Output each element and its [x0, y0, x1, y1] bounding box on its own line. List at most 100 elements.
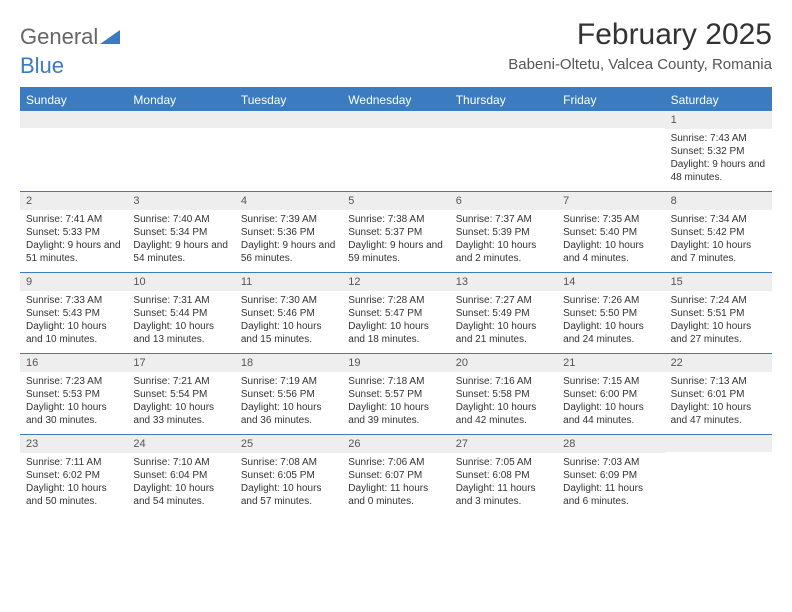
sunrise-text: Sunrise: 7:41 AM — [26, 213, 121, 226]
calendar-cell-empty — [235, 111, 342, 191]
daylight-text: Daylight: 10 hours and 18 minutes. — [348, 320, 443, 346]
sunrise-text: Sunrise: 7:06 AM — [348, 456, 443, 469]
day-number: 16 — [20, 354, 127, 372]
sunset-text: Sunset: 6:02 PM — [26, 469, 121, 482]
day-number: 2 — [20, 192, 127, 210]
day-number — [665, 435, 772, 452]
calendar-week: 2Sunrise: 7:41 AMSunset: 5:33 PMDaylight… — [20, 192, 772, 273]
calendar-cell: 20Sunrise: 7:16 AMSunset: 5:58 PMDayligh… — [450, 354, 557, 434]
calendar-cell: 22Sunrise: 7:13 AMSunset: 6:01 PMDayligh… — [665, 354, 772, 434]
calendar-cell: 14Sunrise: 7:26 AMSunset: 5:50 PMDayligh… — [557, 273, 664, 353]
sunset-text: Sunset: 6:08 PM — [456, 469, 551, 482]
sunrise-text: Sunrise: 7:19 AM — [241, 375, 336, 388]
sunrise-text: Sunrise: 7:33 AM — [26, 294, 121, 307]
day-number: 23 — [20, 435, 127, 453]
calendar-cell: 19Sunrise: 7:18 AMSunset: 5:57 PMDayligh… — [342, 354, 449, 434]
day-number — [127, 111, 234, 128]
sunrise-text: Sunrise: 7:16 AM — [456, 375, 551, 388]
logo-word1: General — [20, 24, 98, 50]
weekday-header: Saturday — [665, 89, 772, 111]
day-number — [450, 111, 557, 128]
calendar-cell: 6 Sunrise: 7:37 AMSunset: 5:39 PMDaylight… — [450, 192, 557, 272]
calendar-week: 9Sunrise: 7:33 AMSunset: 5:43 PMDaylight… — [20, 273, 772, 354]
daylight-text: Daylight: 10 hours and 21 minutes. — [456, 320, 551, 346]
sunrise-text: Sunrise: 7:27 AM — [456, 294, 551, 307]
weekday-header: Tuesday — [235, 89, 342, 111]
daylight-text: Daylight: 10 hours and 24 minutes. — [563, 320, 658, 346]
day-number: 27 — [450, 435, 557, 453]
calendar-cell-empty — [450, 111, 557, 191]
sunset-text: Sunset: 5:47 PM — [348, 307, 443, 320]
day-number: 11 — [235, 273, 342, 291]
day-number: 8 — [665, 192, 772, 210]
daylight-text: Daylight: 10 hours and 36 minutes. — [241, 401, 336, 427]
weekday-header: Thursday — [450, 89, 557, 111]
sunset-text: Sunset: 6:05 PM — [241, 469, 336, 482]
day-number: 1 — [665, 111, 772, 129]
calendar-cell: 25Sunrise: 7:08 AMSunset: 6:05 PMDayligh… — [235, 435, 342, 515]
calendar-cell: 28Sunrise: 7:03 AMSunset: 6:09 PMDayligh… — [557, 435, 664, 515]
sunset-text: Sunset: 5:40 PM — [563, 226, 658, 239]
day-number — [342, 111, 449, 128]
sunset-text: Sunset: 5:39 PM — [456, 226, 551, 239]
sunset-text: Sunset: 5:49 PM — [456, 307, 551, 320]
daylight-text: Daylight: 11 hours and 6 minutes. — [563, 482, 658, 508]
sunset-text: Sunset: 5:54 PM — [133, 388, 228, 401]
calendar-week: 1 Sunrise: 7:43 AMSunset: 5:32 PMDaylight… — [20, 111, 772, 192]
calendar-cell: 27Sunrise: 7:05 AMSunset: 6:08 PMDayligh… — [450, 435, 557, 515]
calendar-cell-empty — [665, 435, 772, 515]
daylight-text: Daylight: 9 hours and 48 minutes. — [671, 158, 766, 184]
sunrise-text: Sunrise: 7:31 AM — [133, 294, 228, 307]
sunrise-text: Sunrise: 7:40 AM — [133, 213, 228, 226]
weekday-header-row: SundayMondayTuesdayWednesdayThursdayFrid… — [20, 89, 772, 111]
calendar-cell: 15Sunrise: 7:24 AMSunset: 5:51 PMDayligh… — [665, 273, 772, 353]
daylight-text: Daylight: 10 hours and 10 minutes. — [26, 320, 121, 346]
day-number: 13 — [450, 273, 557, 291]
calendar-cell-empty — [557, 111, 664, 191]
day-number: 14 — [557, 273, 664, 291]
logo: General — [20, 18, 120, 50]
sunset-text: Sunset: 5:46 PM — [241, 307, 336, 320]
daylight-text: Daylight: 10 hours and 13 minutes. — [133, 320, 228, 346]
daylight-text: Daylight: 10 hours and 33 minutes. — [133, 401, 228, 427]
daylight-text: Daylight: 10 hours and 57 minutes. — [241, 482, 336, 508]
sunset-text: Sunset: 5:32 PM — [671, 145, 766, 158]
sunrise-text: Sunrise: 7:18 AM — [348, 375, 443, 388]
calendar-cell: 2Sunrise: 7:41 AMSunset: 5:33 PMDaylight… — [20, 192, 127, 272]
day-number: 7 — [557, 192, 664, 210]
sunset-text: Sunset: 5:42 PM — [671, 226, 766, 239]
calendar-cell-empty — [20, 111, 127, 191]
sunrise-text: Sunrise: 7:43 AM — [671, 132, 766, 145]
day-number: 15 — [665, 273, 772, 291]
calendar-week: 23 Sunrise: 7:11 AMSunset: 6:02 PM Dayligh… — [20, 435, 772, 515]
calendar-cell-empty — [127, 111, 234, 191]
calendar-cell: 7Sunrise: 7:35 AMSunset: 5:40 PMDaylight… — [557, 192, 664, 272]
sunrise-text: Sunrise: 7:11 AM — [26, 456, 121, 469]
day-number: 6 — [450, 192, 557, 210]
sunrise-text: Sunrise: 7:23 AM — [26, 375, 121, 388]
sunrise-text: Sunrise: 7:37 AM — [456, 213, 551, 226]
daylight-text: Daylight: 9 hours and 51 minutes. — [26, 239, 121, 265]
sunrise-text: Sunrise: 7:28 AM — [348, 294, 443, 307]
daylight-text: Daylight: 9 hours and 54 minutes. — [133, 239, 228, 265]
calendar-cell: 4Sunrise: 7:39 AMSunset: 5:36 PMDaylight… — [235, 192, 342, 272]
daylight-text: Daylight: 9 hours and 56 minutes. — [241, 239, 336, 265]
weekday-header: Wednesday — [342, 89, 449, 111]
sunrise-text: Sunrise: 7:08 AM — [241, 456, 336, 469]
daylight-text: Daylight: 10 hours and 44 minutes. — [563, 401, 658, 427]
logo-word2: Blue — [20, 53, 772, 79]
day-number: 9 — [20, 273, 127, 291]
day-number: 26 — [342, 435, 449, 453]
calendar-cell: 18Sunrise: 7:19 AMSunset: 5:56 PMDayligh… — [235, 354, 342, 434]
day-number — [557, 111, 664, 128]
day-number: 4 — [235, 192, 342, 210]
sunrise-text: Sunrise: 7:38 AM — [348, 213, 443, 226]
sunrise-text: Sunrise: 7:24 AM — [671, 294, 766, 307]
daylight-text: Daylight: 10 hours and 54 minutes. — [133, 482, 228, 508]
daylight-text: Daylight: 9 hours and 59 minutes. — [348, 239, 443, 265]
day-number: 12 — [342, 273, 449, 291]
daylight-text: Daylight: 10 hours and 7 minutes. — [671, 239, 766, 265]
daylight-text: Daylight: 10 hours and 2 minutes. — [456, 239, 551, 265]
day-number: 17 — [127, 354, 234, 372]
sunset-text: Sunset: 6:00 PM — [563, 388, 658, 401]
